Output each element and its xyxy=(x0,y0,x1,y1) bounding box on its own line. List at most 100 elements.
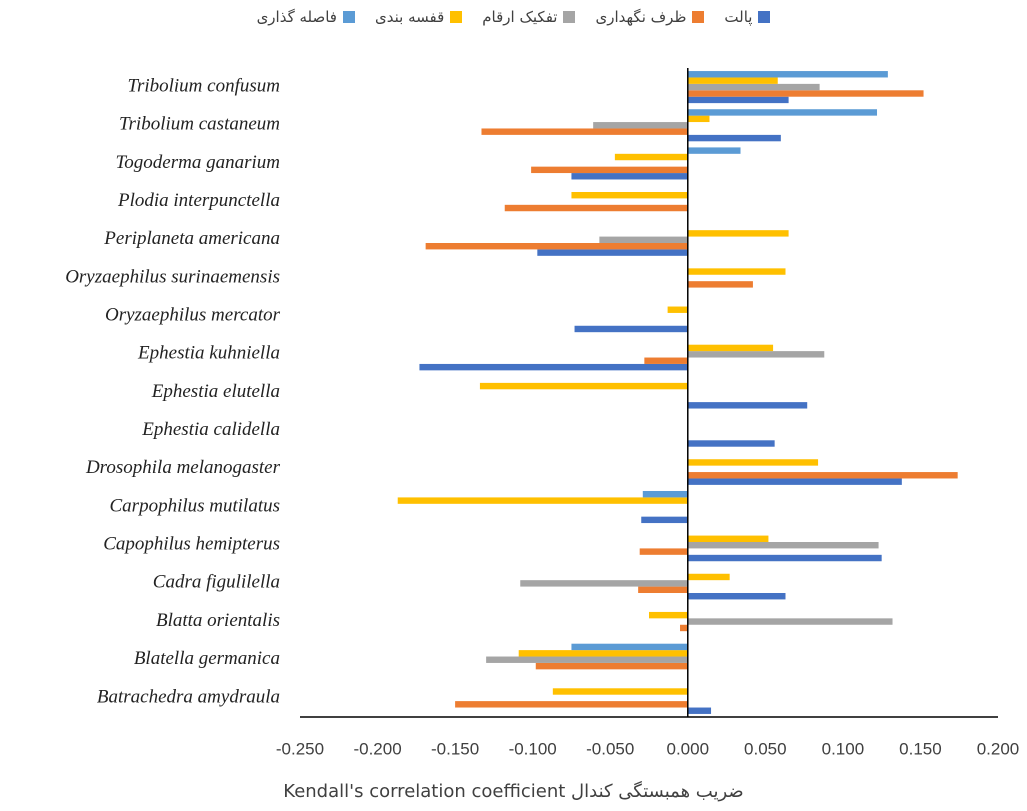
x-tick-label: 0.050 xyxy=(744,739,787,758)
bar xyxy=(455,701,688,708)
category-label: Capophilus hemipterus xyxy=(103,534,280,555)
legend-label: ظرف نگهداری xyxy=(595,8,687,26)
bar xyxy=(614,153,688,161)
bar xyxy=(687,147,741,154)
legend-label: فاصله گذاری xyxy=(256,8,337,26)
x-tick-label: -0.150 xyxy=(431,739,479,758)
bar xyxy=(687,77,778,84)
x-tick-label: -0.200 xyxy=(353,739,401,758)
bar xyxy=(599,236,688,244)
bar xyxy=(687,96,789,104)
category-label: Ephestia kuhniella xyxy=(137,343,280,364)
x-tick-label: 0.100 xyxy=(822,739,865,758)
bar xyxy=(535,662,688,670)
bar xyxy=(593,122,688,129)
bar xyxy=(687,71,888,78)
bar xyxy=(687,83,820,91)
bar xyxy=(481,128,688,135)
x-axis-title: ضریب همبستگی کندال Kendall's correlation… xyxy=(283,781,744,802)
category-label: Plodia interpunctella xyxy=(117,190,280,211)
bar xyxy=(687,351,825,358)
x-tick-label: 0.000 xyxy=(667,739,710,758)
bar xyxy=(687,554,882,562)
bar xyxy=(687,535,769,542)
x-tick-label: 0.200 xyxy=(977,739,1020,758)
bar xyxy=(687,459,819,466)
bar xyxy=(520,580,688,587)
x-tick-label: 0.150 xyxy=(899,739,942,758)
bar xyxy=(479,382,688,390)
category-label: Ephestia calidella xyxy=(141,419,280,440)
bar xyxy=(537,249,688,256)
bar xyxy=(518,650,688,657)
bar xyxy=(687,134,781,142)
bar xyxy=(419,363,688,371)
bar xyxy=(504,204,688,212)
bar xyxy=(531,166,688,174)
bar xyxy=(687,230,789,237)
legend-item: پالت xyxy=(724,8,771,26)
category-label: Batrachedra amydraula xyxy=(97,686,280,707)
legend-swatch xyxy=(692,11,705,23)
legend-swatch xyxy=(758,11,771,23)
legend-label: پالت xyxy=(724,8,753,26)
bar xyxy=(687,90,924,97)
bar xyxy=(680,624,688,632)
bar xyxy=(687,440,775,447)
legend-swatch xyxy=(450,11,463,23)
bar xyxy=(687,115,710,123)
bar xyxy=(571,173,688,180)
bar xyxy=(687,344,774,352)
bar xyxy=(687,472,958,479)
bar xyxy=(571,643,688,651)
category-label: Blatella germanica xyxy=(134,648,280,669)
bar xyxy=(644,357,688,364)
bar xyxy=(687,593,786,600)
bar xyxy=(639,548,688,555)
bar xyxy=(687,618,893,625)
x-tick-label: -0.100 xyxy=(509,739,557,758)
bar xyxy=(687,573,730,581)
category-label: Ephestia elutella xyxy=(151,381,280,402)
bar xyxy=(574,325,688,333)
bar xyxy=(638,586,688,594)
bar xyxy=(687,478,902,485)
bar xyxy=(642,490,688,498)
legend-item: فاصله گذاری xyxy=(257,8,355,26)
bar xyxy=(571,191,688,199)
bar xyxy=(687,402,808,409)
legend-swatch xyxy=(342,11,355,23)
x-tick-label: -0.050 xyxy=(586,739,634,758)
legend-item: قفسه بندی xyxy=(375,8,463,26)
category-label: Togoderma ganarium xyxy=(115,152,280,173)
bar xyxy=(552,688,688,695)
category-label: Carpophilus mutilatus xyxy=(110,495,281,516)
bar xyxy=(397,497,688,504)
bar xyxy=(641,516,688,524)
x-tick-label: -0.250 xyxy=(276,739,324,758)
bar xyxy=(687,268,786,275)
bar xyxy=(649,611,688,619)
legend-item: تفکیک ارقام xyxy=(482,8,576,26)
legend-swatch xyxy=(563,11,576,23)
category-label: Tribolium castaneum xyxy=(119,114,280,135)
legend-item: ظرف نگهداری xyxy=(595,8,705,26)
category-label: Oryzaephilus mercator xyxy=(105,305,281,326)
legend-label: تفکیک ارقام xyxy=(482,8,558,26)
bar xyxy=(687,707,712,714)
bar xyxy=(425,243,688,250)
bar xyxy=(687,541,879,549)
category-label: Drosophila melanogaster xyxy=(85,457,281,478)
bar xyxy=(667,306,688,313)
category-label: Cadra figulilella xyxy=(153,572,280,593)
category-label: Periplaneta americana xyxy=(103,228,280,249)
category-label: Oryzaephilus surinaemensis xyxy=(65,266,280,287)
bar xyxy=(486,656,688,663)
bar xyxy=(687,109,878,116)
bar xyxy=(687,281,753,288)
category-label: Tribolium confusum xyxy=(127,75,280,96)
legend: پالت ظرف نگهداری تفکیک ارقام قفسه بندی فاصله… xyxy=(0,8,1027,26)
category-label: Blatta orientalis xyxy=(156,610,280,631)
